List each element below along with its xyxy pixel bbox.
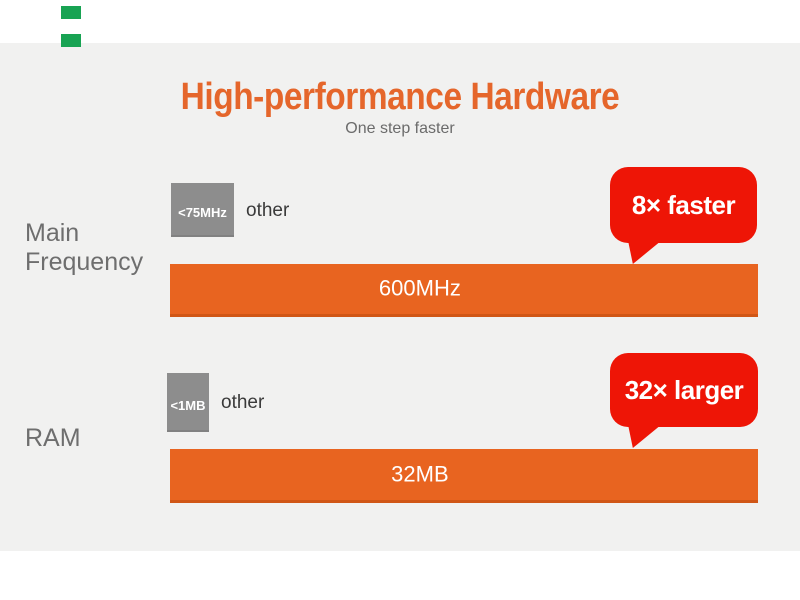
page-subtitle: One step faster [345, 120, 455, 137]
page-title: High-performance Hardware [180, 76, 620, 118]
badge-text-faster: 8× faster [631, 189, 736, 220]
badge-bubble-faster: 8× faster [610, 167, 757, 243]
row-label-ram: RAM [25, 424, 81, 452]
green-decor-mark-1 [61, 6, 81, 19]
row-label-main-frequency: Main Frequency [25, 219, 144, 276]
product-bar-value: 32MB [391, 460, 449, 486]
other-bar-main-frequency: <75MHz [171, 183, 234, 237]
other-category-label: other [246, 200, 290, 221]
product-bar-ram: 32MB [170, 449, 758, 503]
product-bar-value: 600MHz [378, 275, 461, 301]
green-decor-mark-2 [61, 34, 81, 47]
product-bar-main-frequency: 600MHz [170, 264, 758, 317]
badge-text-larger: 32× larger [624, 374, 744, 405]
other-category-label: other [221, 392, 265, 413]
other-bar-ram: <1MB [167, 373, 209, 432]
badge-bubble-larger: 32× larger [610, 353, 758, 427]
other-bar-value: <1MB [170, 397, 206, 413]
other-bar-value: <75MHz [178, 205, 227, 220]
